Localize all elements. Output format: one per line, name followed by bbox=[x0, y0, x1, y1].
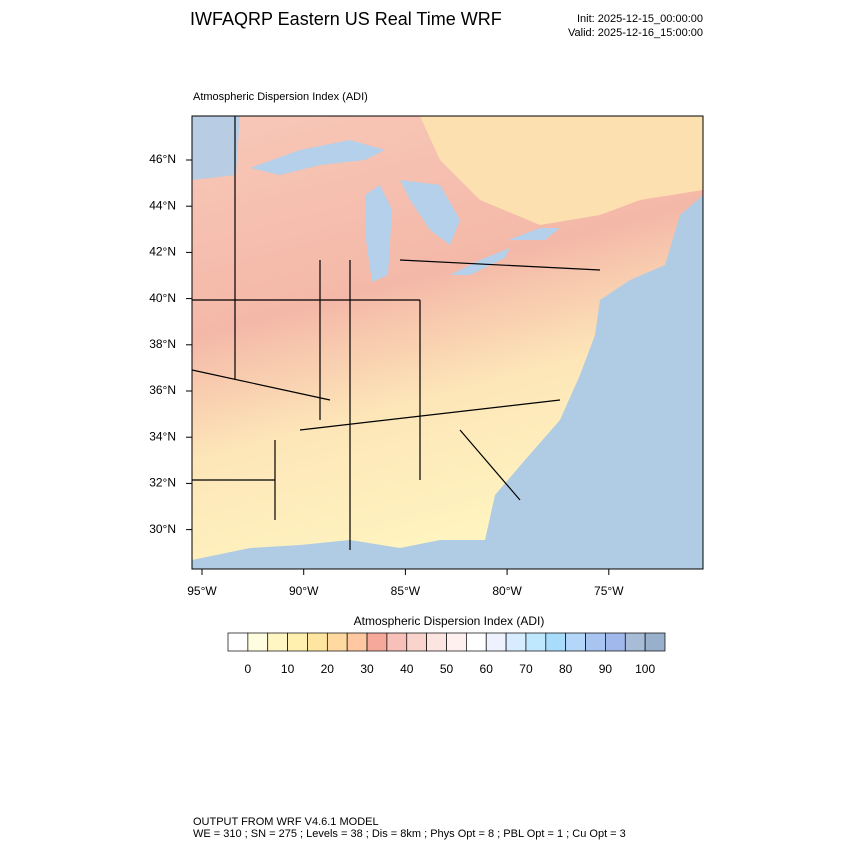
colorbar-tick-label: 70 bbox=[519, 662, 533, 676]
lon-label: 95°W bbox=[187, 584, 217, 598]
lake-erie bbox=[450, 248, 510, 275]
lake-huron bbox=[400, 180, 460, 245]
colorbar-box bbox=[585, 632, 606, 652]
colorbar-tick-label: 90 bbox=[599, 662, 613, 676]
colorbar-box bbox=[485, 632, 507, 652]
colorbar-box bbox=[247, 632, 269, 652]
canada bbox=[420, 116, 703, 225]
ocean bbox=[192, 195, 703, 569]
lat-label: 42°N bbox=[149, 245, 176, 259]
colorbar-tick-label: 100 bbox=[635, 662, 655, 676]
footer-line: OUTPUT FROM WRF V4.6.1 MODEL bbox=[193, 816, 379, 828]
colorbar-box bbox=[446, 632, 467, 652]
colorbar-box bbox=[565, 632, 586, 652]
colorbar-tick-label: 20 bbox=[321, 662, 335, 676]
map-frame bbox=[191, 115, 704, 570]
lon-label: 90°W bbox=[289, 584, 319, 598]
valid-time: Valid: 2025-12-16_15:00:00 bbox=[568, 27, 703, 39]
colorbar-box bbox=[386, 632, 408, 652]
colorbar-box bbox=[605, 632, 626, 652]
colorbar-box bbox=[227, 632, 249, 652]
colorbar-box bbox=[525, 632, 547, 652]
footer-line: WE = 310 ; SN = 275 ; Levels = 38 ; Dis … bbox=[193, 828, 626, 840]
lon-label: 75°W bbox=[594, 584, 624, 598]
colorbar-tick-label: 0 bbox=[245, 662, 252, 676]
colorbar-tick-label: 10 bbox=[281, 662, 295, 676]
colorbar-box bbox=[406, 632, 427, 652]
lat-label: 40°N bbox=[149, 291, 176, 305]
colorbar-box bbox=[545, 632, 567, 652]
lat-label: 46°N bbox=[149, 152, 176, 166]
colorbar-box bbox=[644, 632, 666, 652]
lat-label: 30°N bbox=[149, 522, 176, 536]
map bbox=[192, 116, 703, 569]
colorbar-box bbox=[307, 632, 328, 652]
colorbar-box bbox=[624, 632, 646, 652]
colorbar-box bbox=[267, 632, 288, 652]
map-title: Atmospheric Dispersion Index (ADI) bbox=[193, 91, 368, 103]
colorbar-box bbox=[366, 632, 388, 652]
init-time: Init: 2025-12-15_00:00:00 bbox=[577, 13, 703, 25]
lat-label: 44°N bbox=[149, 198, 176, 212]
colorbar-tick-label: 80 bbox=[559, 662, 573, 676]
colorbar-tick-label: 60 bbox=[480, 662, 494, 676]
lat-label: 36°N bbox=[149, 383, 176, 397]
cold-region bbox=[192, 116, 240, 180]
colorbar-box bbox=[346, 632, 368, 652]
colorbar-tick-label: 30 bbox=[360, 662, 374, 676]
lat-label: 32°N bbox=[149, 476, 176, 490]
lon-label: 80°W bbox=[492, 584, 522, 598]
lake-ontario bbox=[508, 228, 560, 240]
title: IWFAQRP Eastern US Real Time WRF bbox=[190, 9, 502, 29]
lake-michigan bbox=[365, 185, 392, 282]
lon-label: 85°W bbox=[391, 584, 421, 598]
colorbar-box bbox=[505, 632, 527, 652]
colorbar-tick-label: 50 bbox=[440, 662, 454, 676]
colorbar-title: Atmospheric Dispersion Index (ADI) bbox=[354, 614, 545, 628]
colorbar-tick-label: 40 bbox=[400, 662, 414, 676]
colorbar-box bbox=[287, 632, 308, 652]
colorbar-box bbox=[426, 632, 447, 652]
state-lines bbox=[192, 116, 601, 550]
colorbar-box bbox=[326, 632, 348, 652]
lake-superior bbox=[250, 140, 385, 175]
lat-label: 38°N bbox=[149, 337, 176, 351]
lat-label: 34°N bbox=[149, 429, 176, 443]
colorbar-box bbox=[466, 632, 487, 652]
